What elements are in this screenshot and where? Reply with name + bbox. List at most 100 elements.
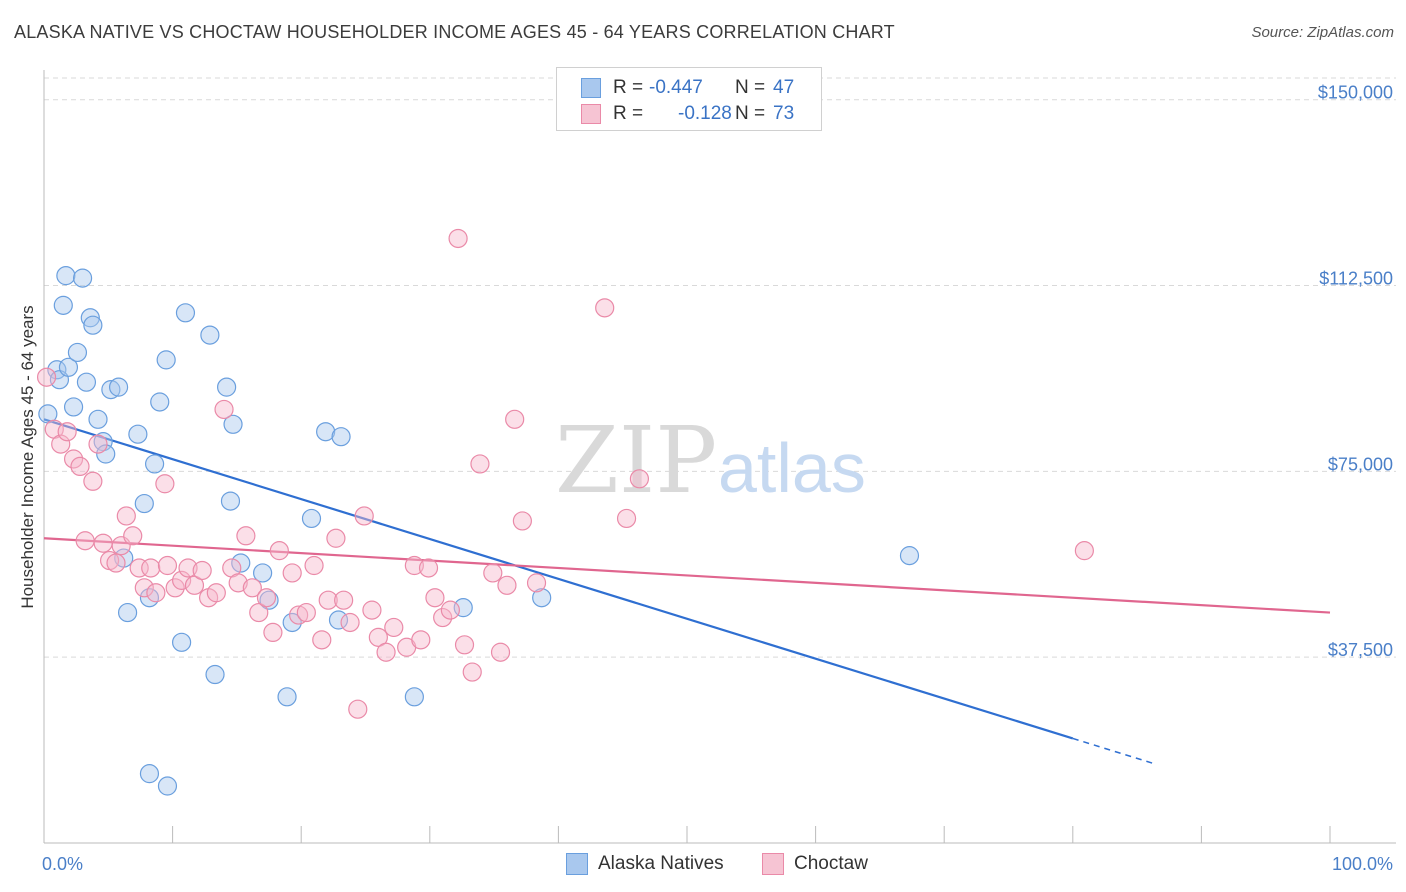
x-axis-max-label: 100.0% xyxy=(1332,854,1393,874)
point-choctaw xyxy=(289,605,309,625)
point-choctaw xyxy=(63,449,84,469)
y-tick-label: $150,000 xyxy=(1318,83,1393,103)
point-alaska-natives xyxy=(172,632,192,652)
point-choctaw xyxy=(93,533,113,553)
point-choctaw xyxy=(483,563,503,583)
legend-swatch-blue xyxy=(566,853,588,875)
point-alaska-natives xyxy=(67,342,88,363)
point-choctaw xyxy=(206,583,226,603)
point-alaska-natives xyxy=(150,392,170,412)
point-choctaw xyxy=(326,528,346,548)
point-choctaw xyxy=(249,602,269,623)
watermark: ZIP atlas xyxy=(555,407,866,514)
trend-line-alaska-natives xyxy=(43,418,1074,740)
point-alaska-natives xyxy=(253,563,273,583)
point-choctaw xyxy=(192,560,212,581)
point-alaska-natives xyxy=(200,325,220,345)
stats-n-label: N = xyxy=(735,103,766,124)
point-choctaw xyxy=(172,570,192,590)
point-choctaw xyxy=(376,642,396,662)
point-choctaw xyxy=(83,471,103,491)
point-choctaw xyxy=(146,583,166,603)
point-choctaw xyxy=(123,526,143,546)
point-choctaw xyxy=(57,422,77,442)
watermark-zip: ZIP xyxy=(555,407,717,514)
point-choctaw xyxy=(505,409,525,429)
point-choctaw xyxy=(629,469,650,489)
point-choctaw xyxy=(296,602,316,623)
watermark-atlas: atlas xyxy=(718,429,866,507)
point-choctaw xyxy=(490,642,511,662)
point-alaska-natives xyxy=(301,508,322,529)
trend-lines xyxy=(43,418,1331,765)
stats-n-value: 47 xyxy=(773,77,795,98)
point-choctaw xyxy=(304,555,324,576)
point-choctaw xyxy=(312,630,332,650)
source-label: Source: ZipAtlas.com xyxy=(1251,24,1394,41)
point-choctaw xyxy=(340,612,360,633)
x-axis-min-label: 0.0% xyxy=(42,854,83,874)
trend-line-alaska-natives-extension xyxy=(1072,737,1156,765)
point-choctaw xyxy=(155,474,175,494)
point-choctaw xyxy=(256,588,277,608)
point-choctaw xyxy=(1074,541,1094,561)
point-alaska-natives xyxy=(259,590,279,610)
point-alaska-natives xyxy=(175,303,196,323)
point-choctaw xyxy=(595,298,615,318)
stats-n-value: 73 xyxy=(773,103,795,124)
axis-labels: $37,500 $75,000 $112,500 $150,000 0.0% 100.0%… xyxy=(18,83,1393,874)
data-points xyxy=(36,228,1094,796)
point-choctaw xyxy=(134,578,154,598)
point-choctaw xyxy=(178,558,198,578)
point-choctaw xyxy=(425,588,445,608)
chart-title: ALASKA NATIVE VS CHOCTAW HOUSEHOLDER INC… xyxy=(14,22,895,42)
point-alaska-natives xyxy=(93,432,113,452)
point-alaska-natives xyxy=(217,377,237,397)
point-choctaw xyxy=(418,558,439,578)
point-alaska-natives xyxy=(331,427,351,447)
stats-r-value: -0.447 xyxy=(649,77,703,98)
point-choctaw xyxy=(116,506,136,526)
point-choctaw xyxy=(348,699,368,719)
point-alaska-natives xyxy=(156,350,176,370)
y-tick-label: $37,500 xyxy=(1328,640,1393,660)
point-alaska-natives xyxy=(72,268,93,288)
point-alaska-natives xyxy=(157,776,178,796)
legend-label: Alaska Natives xyxy=(598,853,724,874)
point-choctaw xyxy=(440,600,460,620)
point-alaska-natives xyxy=(108,377,129,397)
stats-n-label: N = xyxy=(735,77,766,98)
point-alaska-natives xyxy=(96,444,116,464)
point-choctaw xyxy=(404,555,424,576)
point-choctaw xyxy=(236,526,256,546)
stats-swatch-blue xyxy=(581,78,601,98)
point-alaska-natives xyxy=(277,687,297,707)
point-choctaw xyxy=(184,575,205,595)
point-alaska-natives xyxy=(328,610,349,630)
point-alaska-natives xyxy=(88,409,108,429)
point-choctaw xyxy=(470,454,490,474)
y-tick-label: $112,500 xyxy=(1319,269,1393,289)
point-alaska-natives xyxy=(231,553,251,573)
point-choctaw xyxy=(282,563,302,583)
point-choctaw xyxy=(362,600,382,620)
point-alaska-natives xyxy=(117,602,138,623)
point-choctaw xyxy=(263,622,283,643)
point-choctaw xyxy=(51,434,71,454)
trend-line-choctaw xyxy=(43,537,1331,614)
point-choctaw xyxy=(526,573,547,593)
point-alaska-natives xyxy=(63,397,84,417)
point-choctaw xyxy=(497,575,517,595)
point-choctaw xyxy=(411,630,431,650)
point-choctaw xyxy=(318,590,338,610)
point-alaska-natives xyxy=(316,422,336,442)
axes xyxy=(43,70,1396,844)
stats-swatch-pink xyxy=(581,104,601,124)
legend-swatch-pink xyxy=(762,853,784,875)
point-choctaw xyxy=(165,578,185,598)
point-alaska-natives xyxy=(58,357,79,377)
point-choctaw xyxy=(384,617,404,638)
point-choctaw xyxy=(616,508,637,529)
point-alaska-natives xyxy=(76,372,97,392)
point-choctaw xyxy=(354,506,374,526)
